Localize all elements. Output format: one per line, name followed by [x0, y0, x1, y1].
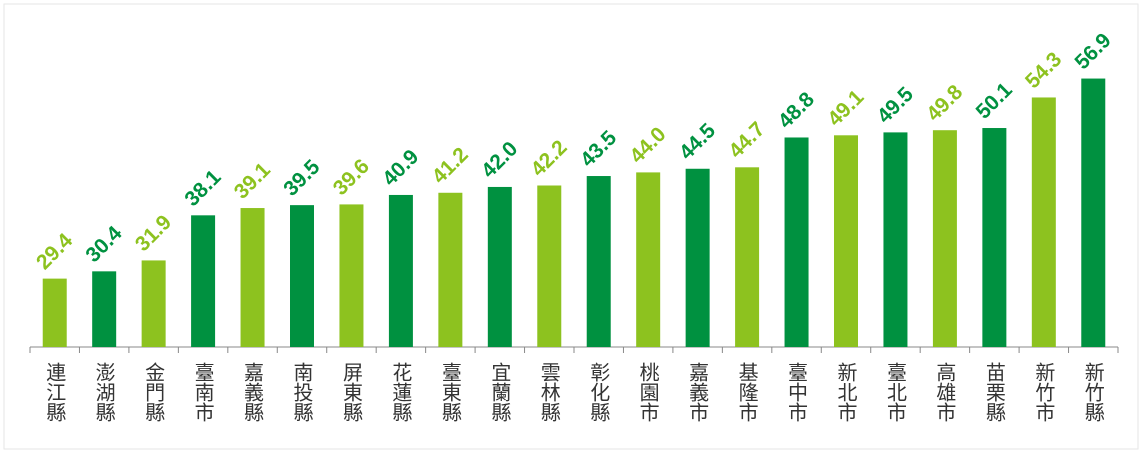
x-tick-label: 新竹市: [1032, 362, 1056, 422]
x-tick-label: 基隆市: [735, 362, 759, 422]
x-tick-label: 雲林縣: [537, 362, 561, 422]
x-tick-label: 桃園市: [636, 362, 660, 422]
x-tick-label: 宜蘭縣: [488, 362, 512, 422]
bar: [735, 167, 760, 347]
x-tick-label: 臺南市: [191, 362, 215, 422]
bar: [388, 194, 413, 347]
bar: [438, 192, 463, 347]
bar: [784, 137, 809, 347]
bar: [685, 168, 710, 347]
bar: [290, 205, 314, 347]
x-tick-label: 彰化縣: [587, 362, 611, 422]
x-tick-label: 臺中市: [785, 362, 809, 422]
x-tick-label: 臺北市: [883, 362, 907, 422]
bar: [982, 128, 1007, 347]
bar: [1031, 97, 1056, 347]
bar: [141, 260, 166, 347]
bar: [191, 215, 216, 347]
bar: [586, 176, 611, 347]
bar: [92, 271, 117, 347]
bar: [240, 208, 265, 347]
bar: [883, 132, 908, 347]
bar: [339, 204, 364, 347]
x-tick-label: 連江縣: [43, 362, 67, 422]
x-tick-label: 屏東縣: [339, 362, 363, 422]
bar: [834, 135, 858, 347]
x-tick-label: 嘉義市: [686, 362, 710, 422]
x-tick-label: 南投縣: [290, 362, 314, 422]
x-tick-label: 新竹縣: [1081, 362, 1105, 422]
bar: [1081, 78, 1106, 348]
bar: [932, 130, 957, 347]
x-tick-label: 新北市: [834, 362, 858, 422]
bar: [42, 278, 67, 347]
bar: [636, 172, 661, 347]
x-tick-label: 金門縣: [142, 362, 166, 422]
x-tick-label: 臺東縣: [438, 362, 462, 422]
bar: [537, 185, 562, 347]
bar: [487, 186, 512, 347]
x-tick-label: 苗栗縣: [982, 362, 1006, 422]
x-tick-label: 花蓮縣: [389, 362, 413, 422]
x-tick-label: 嘉義縣: [241, 362, 265, 422]
x-tick-label: 高雄市: [933, 362, 957, 422]
x-tick-label: 澎湖縣: [92, 362, 116, 422]
